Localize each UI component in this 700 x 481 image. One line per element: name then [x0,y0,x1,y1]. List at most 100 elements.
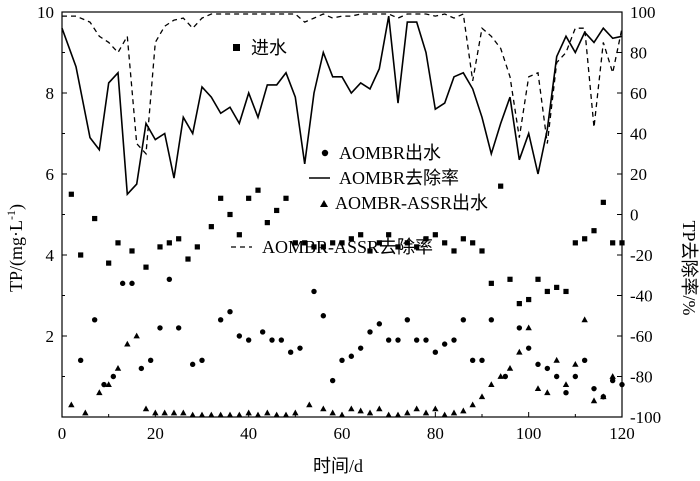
influent-point [479,248,485,254]
influent-point [227,211,233,218]
influent-point [358,232,364,238]
influent-point [451,248,457,254]
aombr-removal-line [61,15,623,197]
assr-effluent-point [170,409,178,416]
influent-point [572,240,578,246]
influent-point [311,244,317,250]
influent-point [376,240,382,246]
assr-removal-line [62,13,623,156]
influent-point [610,240,616,246]
assr-effluent-point [394,411,402,418]
legend-assr-effluent: AOMBR-ASSR出水 [320,193,488,213]
assr-effluent-point [581,316,588,323]
aombr-effluent-point [357,345,364,351]
aombr-effluent-point [385,337,392,343]
influent-point [302,240,308,246]
influent-point [185,256,191,262]
influent-point [92,215,98,222]
assr-effluent-point [450,409,458,416]
assr-effluent-point [114,365,122,371]
legend-circle-marker [321,149,329,157]
aombr-effluent-point [259,329,266,335]
aombr-effluent-point [245,337,252,343]
x-axis-label: 时间/d [313,456,363,476]
assr-effluent-point [96,389,103,396]
influent-point [432,232,438,238]
assr-effluent-point [189,411,196,418]
aombr-effluent-point [227,309,233,315]
assr-effluent-point [273,411,280,418]
influent-point [166,240,172,246]
y-left-tick-label: 6 [46,165,55,184]
influent-point [591,228,597,234]
influent-point [339,240,345,246]
aombr-effluent-point [199,357,205,363]
assr-effluent-point [357,407,364,414]
aombr-effluent-point [502,373,509,380]
influent-point [176,236,182,242]
assr-effluent-point [282,411,290,418]
axes: 0 20 40 60 80 100 120 2 4 6 8 10 -100 -80 -60 -40 -20 0 20… [37,3,661,443]
aombr-effluent-point [563,390,569,396]
aombr-effluent-point [311,288,317,295]
influent-point [423,236,429,242]
assr-effluent-point [600,393,607,400]
y-right-tick-label: -60 [630,327,653,346]
assr-effluent-point [208,411,215,418]
assr-effluent-point [432,405,439,412]
legend-square-marker [233,44,240,51]
influent-point [194,244,200,250]
aombr-effluent-point [269,337,275,343]
aombr-effluent-point [479,357,485,363]
assr-effluent-point [590,397,598,404]
assr-effluent-point [544,389,551,396]
influent-point [78,252,84,258]
assr-effluent-point [404,409,411,416]
y-left-tick-label: 4 [46,246,55,265]
aombr-effluent-point [175,325,182,331]
y-right-tick-label: 40 [630,125,647,144]
y-right-tick-label: -80 [630,368,653,387]
y-left-tick-label: 8 [46,84,55,103]
y-right-tick-label: -40 [630,287,653,306]
aombr-effluent-point [432,349,439,355]
influent-point [582,236,588,242]
aombr-effluent-point [217,317,224,323]
aombr-effluent-point [110,373,117,380]
legend-aombr-removal: AOMBR去除率 [309,168,459,188]
assr-effluent-point [254,411,262,418]
x-tick-label: 0 [58,424,67,443]
aombr-effluent-point [287,349,294,355]
assr-effluent-point [124,340,131,347]
x-tick-label: 60 [334,424,351,443]
aombr-effluent-point [77,357,84,363]
y-right-tick-label: -20 [630,246,653,265]
aombr-effluent-point [423,337,429,343]
y-axis-right-label: TP去除率/% [679,220,699,315]
assr-effluent-point [161,409,168,416]
influent-point [292,240,298,246]
x-tick-label: 120 [609,424,635,443]
assr-effluent-point [562,381,570,387]
x-tick-label: 40 [240,424,257,443]
influent-point [460,236,466,242]
aombr-effluent-point [101,381,107,388]
assr-effluent-point [460,407,467,414]
aombr-effluent-point [129,280,135,287]
influent-point [544,288,550,295]
y-right-tick-label: 60 [630,84,647,103]
influent-point [255,187,261,193]
influent-point [526,296,532,303]
assr-effluent-point [320,405,327,412]
assr-effluent-point [142,405,150,412]
influent-point [554,284,560,290]
assr-effluent-point [413,405,420,412]
assr-effluent-point [534,385,542,392]
y-right-tick-label: 100 [630,3,656,22]
assr-effluent-point [68,401,75,408]
assr-effluent-point [133,332,140,339]
aombr-effluent-point [451,337,457,343]
aombr-effluent-point [119,280,126,287]
aombr-effluent-point [553,373,560,380]
aombr-effluent-point [609,377,616,384]
